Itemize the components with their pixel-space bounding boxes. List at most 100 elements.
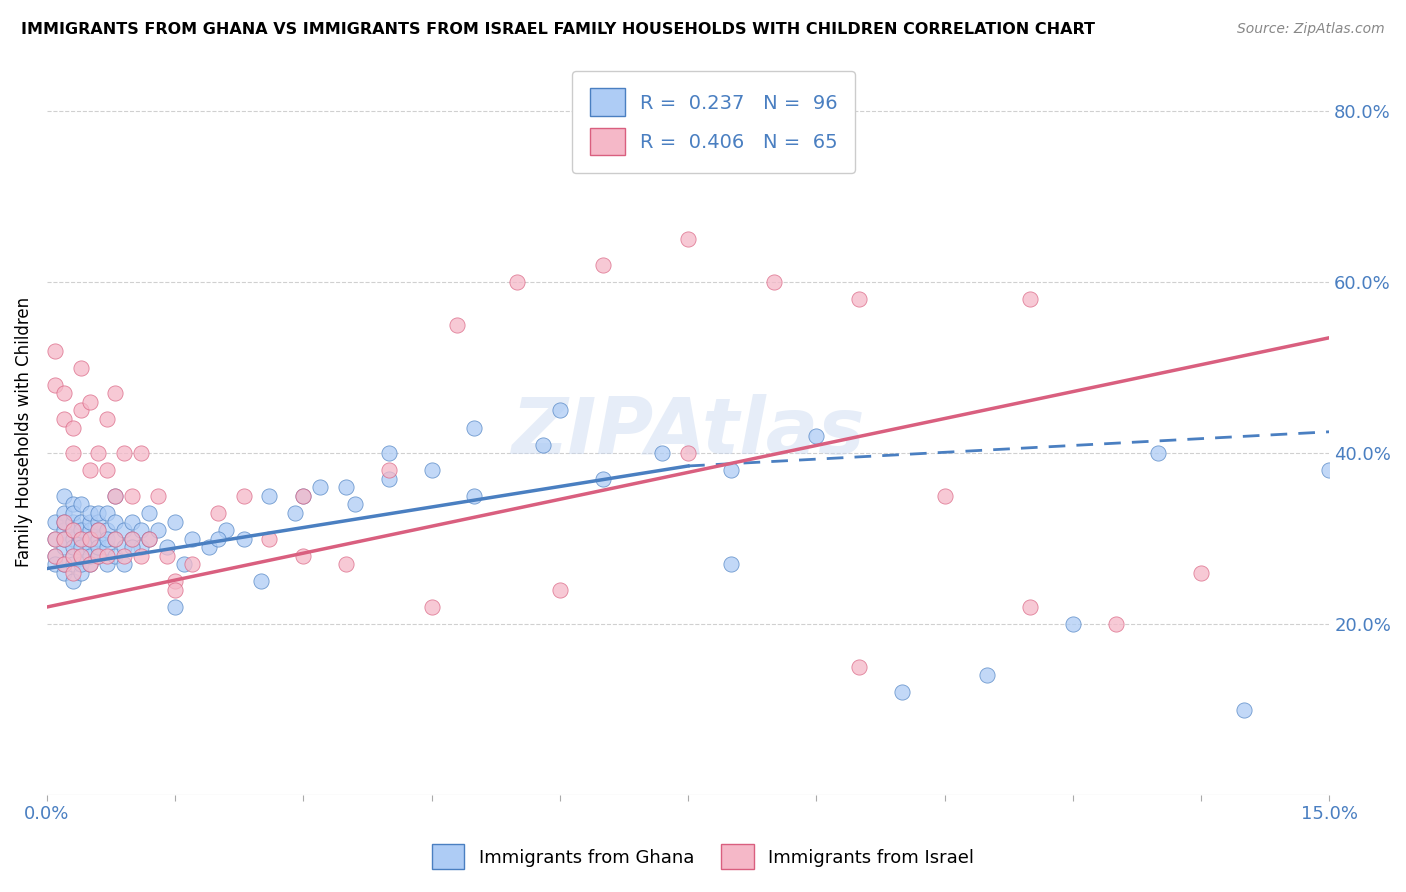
Point: [53, 515, 76, 529]
Point: [292, 549, 315, 563]
Point: [292, 489, 315, 503]
Point: [806, 429, 828, 443]
Point: [104, 532, 127, 546]
Point: [146, 523, 169, 537]
Point: [70, 549, 93, 563]
Point: [592, 472, 614, 486]
Point: [96, 549, 118, 563]
Point: [112, 523, 135, 537]
Point: [181, 558, 204, 572]
Point: [53, 540, 76, 554]
Point: [79, 532, 101, 546]
Point: [335, 558, 357, 572]
Point: [44, 532, 66, 546]
Point: [548, 403, 571, 417]
Point: [62, 532, 84, 546]
Point: [129, 549, 152, 563]
Point: [70, 532, 93, 546]
Point: [138, 532, 160, 546]
Point: [257, 489, 280, 503]
Point: [121, 540, 143, 554]
Point: [232, 489, 254, 503]
Point: [181, 532, 204, 546]
Point: [53, 506, 76, 520]
Point: [592, 258, 614, 272]
Point: [79, 515, 101, 529]
Point: [96, 558, 118, 572]
Point: [70, 532, 93, 546]
Point: [1147, 446, 1170, 460]
Y-axis label: Family Households with Children: Family Households with Children: [15, 297, 32, 566]
Point: [62, 566, 84, 580]
Point: [1062, 617, 1084, 632]
Point: [87, 532, 110, 546]
Point: [138, 506, 160, 520]
Legend: R =  0.237   N =  96, R =  0.406   N =  65: R = 0.237 N = 96, R = 0.406 N = 65: [572, 71, 855, 173]
Point: [146, 489, 169, 503]
Point: [62, 540, 84, 554]
Point: [62, 558, 84, 572]
Point: [1019, 293, 1042, 307]
Point: [848, 293, 870, 307]
Point: [343, 498, 366, 512]
Point: [207, 532, 229, 546]
Point: [378, 446, 401, 460]
Point: [96, 523, 118, 537]
Point: [165, 582, 187, 597]
Point: [96, 506, 118, 520]
Point: [44, 377, 66, 392]
Point: [249, 574, 271, 589]
Point: [96, 532, 118, 546]
Point: [53, 523, 76, 537]
Point: [104, 532, 127, 546]
Point: [121, 515, 143, 529]
Point: [762, 275, 785, 289]
Point: [79, 558, 101, 572]
Point: [1189, 566, 1212, 580]
Point: [548, 582, 571, 597]
Point: [70, 549, 93, 563]
Point: [53, 558, 76, 572]
Point: [309, 480, 332, 494]
Point: [87, 523, 110, 537]
Point: [44, 549, 66, 563]
Point: [104, 489, 127, 503]
Point: [79, 540, 101, 554]
Point: [1104, 617, 1126, 632]
Point: [173, 558, 195, 572]
Point: [378, 463, 401, 477]
Point: [420, 463, 443, 477]
Point: [446, 318, 468, 332]
Point: [165, 574, 187, 589]
Point: [155, 540, 177, 554]
Point: [1317, 463, 1340, 477]
Point: [79, 523, 101, 537]
Point: [165, 600, 187, 615]
Point: [232, 532, 254, 546]
Point: [284, 506, 307, 520]
Point: [104, 386, 127, 401]
Point: [44, 532, 66, 546]
Point: [420, 600, 443, 615]
Point: [70, 540, 93, 554]
Point: [62, 574, 84, 589]
Point: [79, 558, 101, 572]
Point: [463, 489, 485, 503]
Point: [53, 515, 76, 529]
Point: [104, 515, 127, 529]
Point: [70, 566, 93, 580]
Point: [378, 472, 401, 486]
Point: [155, 549, 177, 563]
Text: ZIPAtlas: ZIPAtlas: [512, 393, 865, 470]
Point: [44, 515, 66, 529]
Point: [129, 523, 152, 537]
Point: [129, 446, 152, 460]
Point: [62, 549, 84, 563]
Point: [112, 549, 135, 563]
Point: [62, 549, 84, 563]
Point: [292, 489, 315, 503]
Point: [70, 523, 93, 537]
Point: [676, 232, 699, 246]
Point: [62, 523, 84, 537]
Point: [87, 540, 110, 554]
